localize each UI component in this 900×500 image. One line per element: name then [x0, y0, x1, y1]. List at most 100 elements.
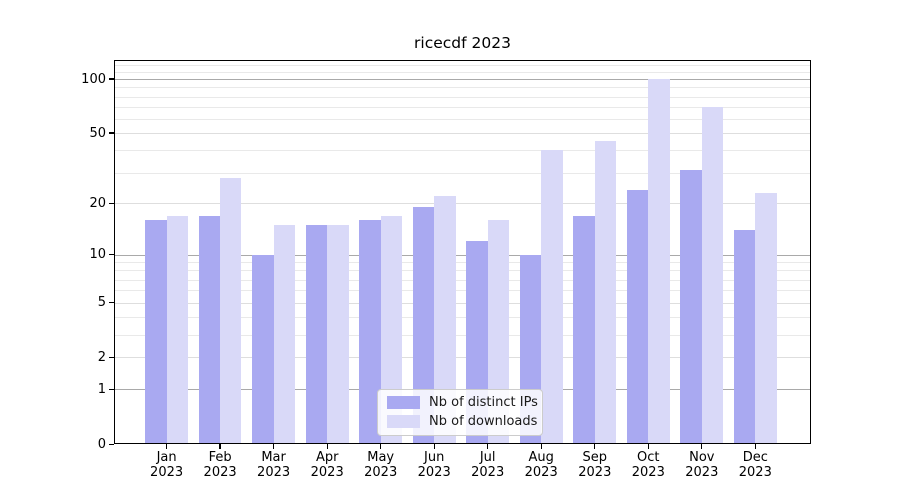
y-axis-tick-label: 2 [97, 349, 106, 365]
x-axis-tick [487, 444, 489, 450]
x-tick-year: 2023 [203, 464, 237, 480]
gridline-labeled [114, 133, 811, 135]
x-axis-tick [701, 444, 703, 450]
y-axis-tick [109, 356, 114, 358]
bar-downloads-dec [755, 192, 777, 445]
x-tick-year: 2023 [685, 464, 719, 480]
x-tick-month: Mar [261, 450, 286, 466]
x-axis-tick-label: Jul 2023 [456, 451, 520, 480]
x-tick-month: Jul [479, 450, 496, 466]
x-tick-year: 2023 [417, 464, 451, 480]
legend-label-downloads: Nb of downloads [429, 414, 538, 429]
x-tick-month: Dec [742, 450, 768, 466]
y-axis-tick-label: 5 [97, 295, 106, 310]
x-tick-month: Feb [208, 450, 232, 466]
x-tick-year: 2023 [471, 464, 505, 480]
x-axis-tick [540, 444, 542, 450]
bar-downloads-feb [220, 177, 242, 445]
y-axis-tick-label: 10 [89, 247, 106, 262]
bar-distinct-ips-mar [252, 254, 274, 445]
gridline-minor [114, 150, 811, 152]
gridline-labeled [114, 302, 811, 304]
x-axis-tick [433, 444, 435, 450]
x-tick-year: 2023 [738, 464, 772, 480]
x-axis-tick-label: Feb 2023 [188, 451, 252, 480]
x-axis-tick [326, 444, 328, 450]
x-axis-tick-label: Sep 2023 [563, 451, 627, 480]
y-axis-tick [109, 253, 114, 256]
y-axis-tick [109, 78, 114, 80]
bar-downloads-oct [648, 79, 670, 445]
y-axis-tick-label: 20 [89, 195, 106, 211]
bar-distinct-ips-apr [305, 224, 328, 445]
x-axis-tick-label: Jan 2023 [135, 451, 199, 480]
x-axis-tick [272, 444, 275, 450]
x-axis-tick [219, 444, 221, 450]
x-axis-tick-label: Apr 2023 [295, 451, 359, 480]
legend-swatch-distinct-ips [387, 396, 420, 409]
gridline-labeled [114, 203, 811, 205]
x-axis-tick-label: Jun 2023 [402, 451, 466, 480]
legend-label-distinct-ips: Nb of distinct IPs [429, 395, 538, 410]
gridline-minor [114, 279, 811, 281]
x-axis-tick-label: Dec 2023 [723, 451, 787, 480]
legend: Nb of distinct IPs Nb of downloads [377, 389, 543, 436]
y-axis-tick [109, 132, 114, 134]
gridline-labeled [114, 357, 811, 359]
x-axis-tick-label: Nov 2023 [670, 451, 734, 480]
gridline-major [114, 254, 811, 256]
bar-downloads-jul [487, 220, 510, 445]
x-tick-month: Oct [637, 450, 660, 466]
gridline-minor [114, 106, 811, 108]
x-axis-tick-label: May 2023 [349, 451, 413, 480]
x-tick-month: May [367, 450, 395, 466]
x-axis-tick [165, 444, 168, 450]
bar-distinct-ips-nov [680, 170, 702, 445]
y-axis-tick-label: 100 [81, 71, 106, 87]
y-axis-tick [109, 202, 114, 204]
gridline-minor [114, 87, 811, 89]
legend-swatch-downloads [387, 415, 420, 428]
gridline-minor [114, 270, 811, 272]
x-axis-tick [754, 444, 756, 450]
x-tick-year: 2023 [257, 464, 291, 480]
gridline-minor [114, 316, 811, 318]
x-tick-year: 2023 [364, 464, 398, 480]
y-axis-tick [109, 443, 114, 445]
x-tick-month: Jan [156, 450, 177, 466]
y-axis-tick [109, 388, 114, 391]
y-axis-tick [109, 301, 114, 304]
legend-item: Nb of downloads [387, 414, 537, 429]
gridline-minor [114, 334, 811, 336]
x-axis-tick [647, 444, 649, 450]
x-axis-tick-label: Aug 2023 [509, 451, 573, 480]
bar-distinct-ips-jan [145, 220, 167, 445]
bar-downloads-apr [327, 224, 349, 445]
gridline-minor [114, 64, 811, 66]
x-tick-month: Sep [582, 450, 608, 466]
gridline-minor [114, 290, 811, 292]
y-axis-tick-label: 1 [97, 381, 106, 397]
x-tick-month: Jun [424, 450, 445, 466]
bar-downloads-jan [166, 215, 188, 445]
bar-downloads-may [380, 215, 403, 445]
bar-downloads-nov [701, 106, 724, 445]
legend-item: Nb of distinct IPs [387, 395, 538, 410]
bar-distinct-ips-dec [733, 229, 756, 445]
x-axis-tick-label: Mar 2023 [242, 451, 306, 480]
x-tick-year: 2023 [150, 464, 184, 480]
x-tick-year: 2023 [524, 464, 558, 480]
gridline-minor [114, 71, 811, 73]
x-tick-year: 2023 [631, 464, 665, 480]
bar-downloads-jun [434, 196, 456, 445]
gridline-major [114, 79, 811, 80]
bar-distinct-ips-oct [626, 189, 649, 445]
gridline-minor [114, 172, 811, 174]
x-tick-month: Nov [689, 450, 715, 466]
bar-downloads-aug [541, 150, 563, 445]
x-axis-tick-label: Oct 2023 [616, 451, 680, 480]
chart-title: ricecdf 2023 [414, 34, 511, 52]
x-tick-month: Aug [528, 450, 554, 466]
bar-distinct-ips-sep [573, 215, 595, 445]
